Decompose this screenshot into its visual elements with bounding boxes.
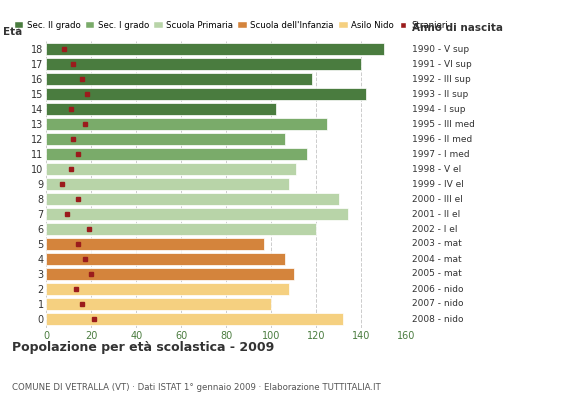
Bar [46,208,347,220]
Text: 2006 - nido: 2006 - nido [412,284,463,294]
Text: 1990 - V sup: 1990 - V sup [412,44,469,54]
Bar [46,283,289,295]
Bar [46,178,289,190]
Text: 2005 - mat: 2005 - mat [412,270,462,278]
Text: COMUNE DI VETRALLA (VT) · Dati ISTAT 1° gennaio 2009 · Elaborazione TUTTITALIA.I: COMUNE DI VETRALLA (VT) · Dati ISTAT 1° … [12,383,380,392]
Text: 2004 - mat: 2004 - mat [412,254,462,264]
Text: Età: Età [3,27,23,37]
Text: 2000 - III el: 2000 - III el [412,194,463,204]
Bar [46,313,343,325]
Text: Popolazione per età scolastica - 2009: Popolazione per età scolastica - 2009 [12,341,274,354]
Text: Anno di nascita: Anno di nascita [412,22,503,32]
Bar [46,253,285,265]
Text: 1999 - IV el: 1999 - IV el [412,180,464,188]
Bar [46,193,339,205]
Text: 2001 - II el: 2001 - II el [412,210,461,218]
Text: 1991 - VI sup: 1991 - VI sup [412,60,472,68]
Bar [46,118,327,130]
Text: 2003 - mat: 2003 - mat [412,240,462,248]
Bar [46,223,316,235]
Bar [46,133,285,145]
Bar [46,148,307,160]
Text: 1993 - II sup: 1993 - II sup [412,90,469,98]
Bar [46,298,271,310]
Text: 1994 - I sup: 1994 - I sup [412,104,466,114]
Bar [46,238,264,250]
Text: 2008 - nido: 2008 - nido [412,314,463,324]
Bar [46,163,296,175]
Text: 1995 - III med: 1995 - III med [412,120,475,128]
Bar [46,58,361,70]
Text: 1997 - I med: 1997 - I med [412,150,470,158]
Bar [46,103,275,115]
Bar [46,73,311,85]
Text: 2002 - I el: 2002 - I el [412,224,458,234]
Bar [46,43,383,55]
Bar [46,268,293,280]
Text: 1992 - III sup: 1992 - III sup [412,74,471,84]
Legend: Sec. II grado, Sec. I grado, Scuola Primaria, Scuola dell'Infanzia, Asilo Nido, : Sec. II grado, Sec. I grado, Scuola Prim… [14,21,448,30]
Text: 1998 - V el: 1998 - V el [412,164,462,174]
Text: 1996 - II med: 1996 - II med [412,134,472,144]
Bar [46,88,365,100]
Text: 2007 - nido: 2007 - nido [412,300,463,308]
